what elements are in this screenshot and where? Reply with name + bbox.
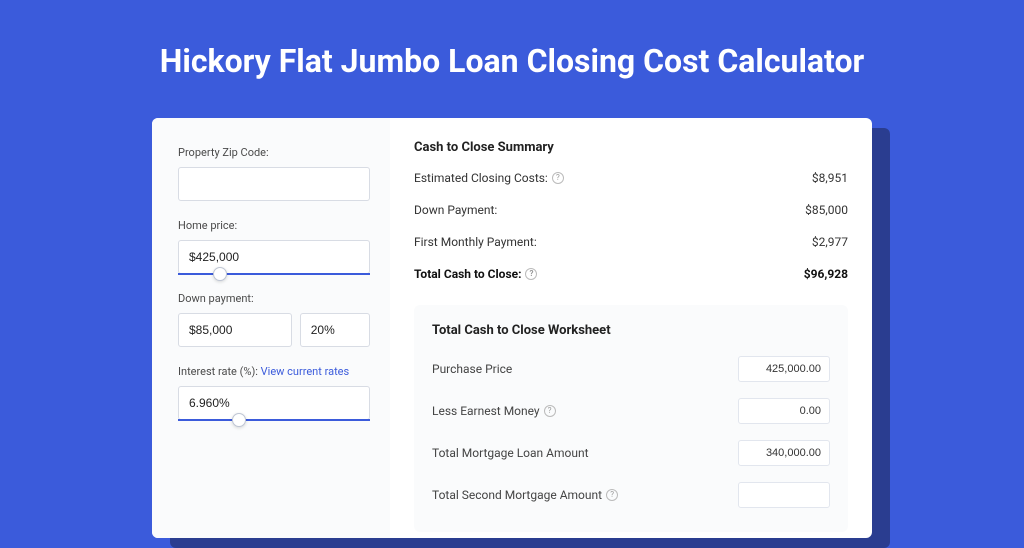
down-payment-label: Down payment: xyxy=(178,292,370,305)
interest-rate-input[interactable] xyxy=(178,386,370,420)
worksheet-row-purchase-price: Purchase Price xyxy=(432,356,830,382)
summary-label: Down Payment: xyxy=(414,203,497,217)
summary-label: First Monthly Payment: xyxy=(414,235,537,249)
view-rates-link[interactable]: View current rates xyxy=(261,365,350,378)
summary-row-first-payment: First Monthly Payment: $2,977 xyxy=(414,235,848,249)
summary-value: $8,951 xyxy=(812,171,848,185)
input-panel: Property Zip Code: Home price: Down paym… xyxy=(152,118,390,538)
help-icon[interactable]: ? xyxy=(544,405,556,417)
worksheet-panel: Total Cash to Close Worksheet Purchase P… xyxy=(414,305,848,532)
results-panel: Cash to Close Summary Estimated Closing … xyxy=(390,118,872,538)
down-payment-row xyxy=(178,313,370,347)
home-price-slider-track[interactable] xyxy=(178,273,370,275)
worksheet-row-earnest-money: Less Earnest Money ? xyxy=(432,398,830,424)
summary-label: Estimated Closing Costs: xyxy=(414,171,548,185)
worksheet-label: Total Second Mortgage Amount xyxy=(432,488,602,502)
worksheet-value-input[interactable] xyxy=(738,398,830,424)
worksheet-value-input[interactable] xyxy=(738,482,830,508)
worksheet-title: Total Cash to Close Worksheet xyxy=(432,323,830,338)
page-title: Hickory Flat Jumbo Loan Closing Cost Cal… xyxy=(0,0,1024,110)
interest-rate-field-group: Interest rate (%): View current rates xyxy=(178,365,370,420)
summary-total-label: Total Cash to Close: xyxy=(414,267,521,281)
summary-value: $2,977 xyxy=(812,235,848,249)
worksheet-label: Less Earnest Money xyxy=(432,404,540,418)
help-icon[interactable]: ? xyxy=(552,172,564,184)
interest-rate-label: Interest rate (%): View current rates xyxy=(178,365,370,378)
help-icon[interactable]: ? xyxy=(606,489,618,501)
down-payment-field-group: Down payment: xyxy=(178,292,370,347)
zip-field-group: Property Zip Code: xyxy=(178,146,370,201)
interest-rate-slider-thumb[interactable] xyxy=(232,413,246,427)
summary-row-closing-costs: Estimated Closing Costs: ? $8,951 xyxy=(414,171,848,185)
worksheet-label: Purchase Price xyxy=(432,362,512,376)
worksheet-row-loan-amount: Total Mortgage Loan Amount xyxy=(432,440,830,466)
interest-rate-slider-wrap xyxy=(178,386,370,420)
home-price-field-group: Home price: xyxy=(178,219,370,274)
interest-rate-label-text: Interest rate (%): xyxy=(178,365,261,378)
summary-value: $85,000 xyxy=(805,203,848,217)
summary-row-down-payment: Down Payment: $85,000 xyxy=(414,203,848,217)
home-price-input[interactable] xyxy=(178,240,370,274)
worksheet-value-input[interactable] xyxy=(738,440,830,466)
interest-rate-slider-track[interactable] xyxy=(178,419,370,421)
summary-title: Cash to Close Summary xyxy=(414,140,848,155)
worksheet-value-input[interactable] xyxy=(738,356,830,382)
zip-input[interactable] xyxy=(178,167,370,201)
home-price-slider-thumb[interactable] xyxy=(213,267,227,281)
home-price-slider-wrap xyxy=(178,240,370,274)
down-payment-input[interactable] xyxy=(178,313,292,347)
summary-total-value: $96,928 xyxy=(804,267,848,281)
summary-row-total: Total Cash to Close: ? $96,928 xyxy=(414,267,848,281)
zip-label: Property Zip Code: xyxy=(178,146,370,159)
help-icon[interactable]: ? xyxy=(525,268,537,280)
down-payment-percent-input[interactable] xyxy=(300,313,370,347)
home-price-label: Home price: xyxy=(178,219,370,232)
calculator-card: Property Zip Code: Home price: Down paym… xyxy=(152,118,872,538)
worksheet-row-second-mortgage: Total Second Mortgage Amount ? xyxy=(432,482,830,508)
worksheet-label: Total Mortgage Loan Amount xyxy=(432,446,589,460)
